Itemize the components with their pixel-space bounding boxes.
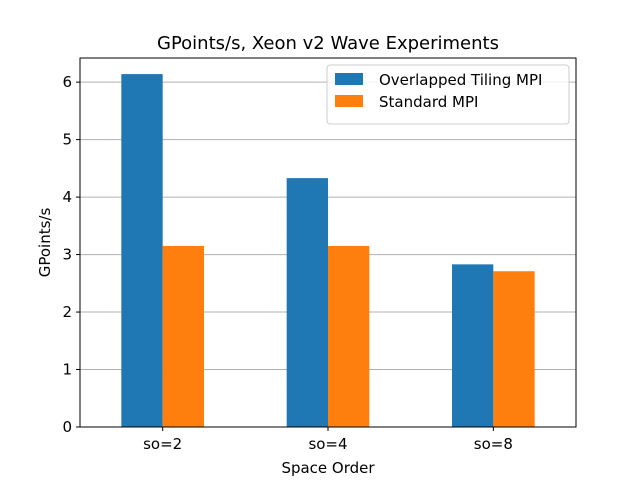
legend-swatch: [335, 73, 363, 85]
chart-title: GPoints/s, Xeon v2 Wave Experiments: [157, 33, 499, 54]
bar: [493, 271, 535, 427]
legend-box: [326, 64, 570, 125]
y-tick-label: 0: [62, 418, 72, 436]
y-tick-label: 5: [62, 131, 72, 149]
y-tick-label: 2: [62, 303, 72, 321]
y-tick-label: 4: [62, 188, 72, 206]
x-tick-label: so=4: [308, 435, 347, 453]
x-tick-label: so=2: [143, 435, 182, 453]
y-tick-label: 1: [62, 361, 72, 379]
bar: [121, 74, 163, 428]
x-axis-label: Space Order: [281, 459, 375, 477]
bar: [452, 264, 494, 427]
y-axis-ticks: 0 1 2 3 4 5 6: [62, 73, 80, 436]
y-tick-label: 6: [62, 73, 72, 91]
bar: [286, 178, 328, 427]
bar: [162, 245, 204, 427]
x-axis-ticks: so=2 so=4 so=8: [143, 427, 513, 453]
legend-label: Overlapped Tiling MPI: [379, 71, 542, 89]
legend-swatch: [335, 95, 363, 107]
x-tick-label: so=8: [474, 435, 513, 453]
bars: [121, 74, 535, 428]
y-tick-label: 3: [62, 246, 72, 264]
legend: Overlapped Tiling MPI Standard MPI: [326, 64, 570, 125]
bar: [328, 245, 370, 427]
y-axis-label: GPoints/s: [36, 208, 54, 278]
legend-label: Standard MPI: [379, 93, 478, 111]
